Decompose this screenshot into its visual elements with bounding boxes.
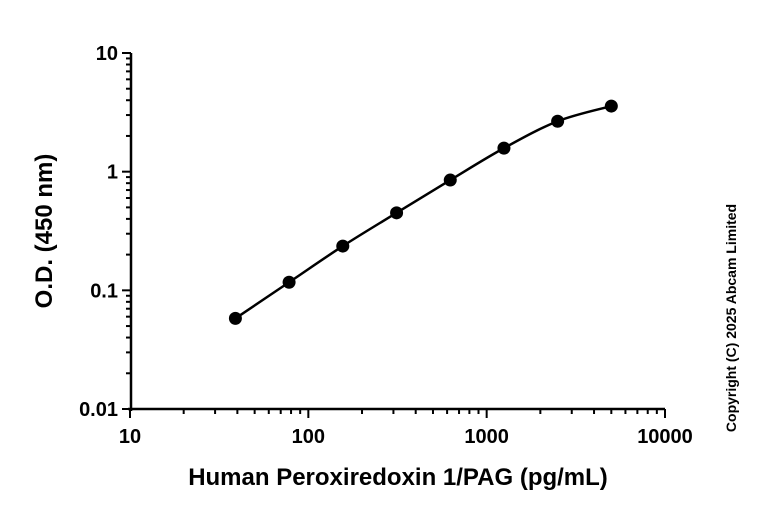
y-tick-label: 0.1 bbox=[90, 280, 118, 302]
axes: 10 100 1000 10000 0.01 0.1 1 10 bbox=[79, 43, 693, 448]
y-tick-label: 10 bbox=[96, 43, 118, 65]
x-tick-label: 10 bbox=[119, 426, 141, 448]
x-axis-label: Human Peroxiredoxin 1/PAG (pg/mL) bbox=[188, 464, 608, 491]
data-point bbox=[443, 173, 457, 187]
y-axis-label: O.D. (450 nm) bbox=[31, 154, 58, 309]
x-tick-label: 100 bbox=[292, 426, 325, 448]
x-tick-label: 10000 bbox=[637, 426, 693, 448]
x-tick-label: 1000 bbox=[464, 426, 509, 448]
data-point bbox=[551, 114, 565, 128]
plot-area bbox=[228, 99, 618, 325]
data-point bbox=[604, 99, 618, 113]
data-point bbox=[390, 206, 404, 220]
y-tick-label: 1 bbox=[107, 162, 118, 184]
data-point bbox=[336, 239, 350, 253]
data-point bbox=[497, 141, 511, 155]
data-point bbox=[228, 311, 242, 325]
copyright-notice: Copyright (C) 2025 Abcam Limited bbox=[723, 203, 739, 433]
data-point bbox=[282, 275, 296, 289]
y-tick-label: 0.01 bbox=[79, 399, 118, 421]
